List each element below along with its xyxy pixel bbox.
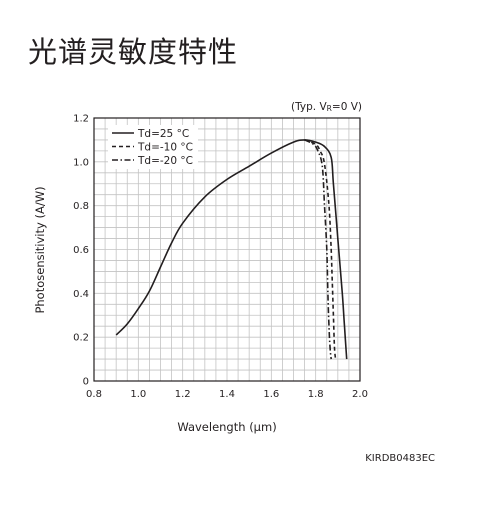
y-tick-label: 0.6	[73, 245, 89, 256]
legend-label: Td=-20 °C	[137, 155, 193, 167]
series-line-dashed	[304, 139, 337, 360]
x-tick-label: 1.2	[175, 389, 191, 400]
x-tick-label: 0.8	[86, 389, 102, 400]
legend-label: Td=-10 °C	[137, 142, 193, 154]
x-axis-label: Wavelength (μm)	[177, 420, 276, 434]
plot-border	[93, 117, 361, 382]
x-tick-label: 1.6	[263, 389, 279, 400]
y-tick-label: 1.0	[73, 157, 89, 168]
x-tick-labels: 0.8 1.0 1.2 1.4 1.6 1.8 2.0	[86, 389, 368, 400]
y-tick-label: 0.8	[73, 201, 89, 212]
x-tick-label: 1.4	[219, 389, 235, 400]
y-tick-label: 0.4	[73, 289, 89, 300]
y-tick-label: 0	[83, 377, 89, 388]
y-tick-label: 0.2	[73, 333, 89, 344]
legend: Td=25 °C Td=-10 °CTd=-20 °C	[108, 125, 198, 169]
x-tick-label: 1.0	[130, 389, 146, 400]
plot-frame	[93, 117, 361, 382]
page-title: 光谱灵敏度特性	[28, 35, 239, 69]
figure-code: KIRDB0483EC	[365, 453, 435, 464]
series-line-solid	[115, 139, 348, 360]
series-line-dashdot	[304, 139, 332, 360]
series-lines	[115, 139, 348, 360]
measurement-condition: (Typ. VR=0 V)	[291, 101, 362, 113]
legend-label: Td=25 °C	[137, 128, 189, 140]
x-tick-label: 2.0	[352, 389, 368, 400]
y-tick-labels: 0 0.2 0.4 0.6 0.8 1.0 1.2	[73, 114, 89, 388]
y-tick-label: 1.2	[73, 114, 89, 125]
y-axis-label: Photosensitivity (A/W)	[33, 186, 47, 313]
x-tick-label: 1.8	[308, 389, 324, 400]
